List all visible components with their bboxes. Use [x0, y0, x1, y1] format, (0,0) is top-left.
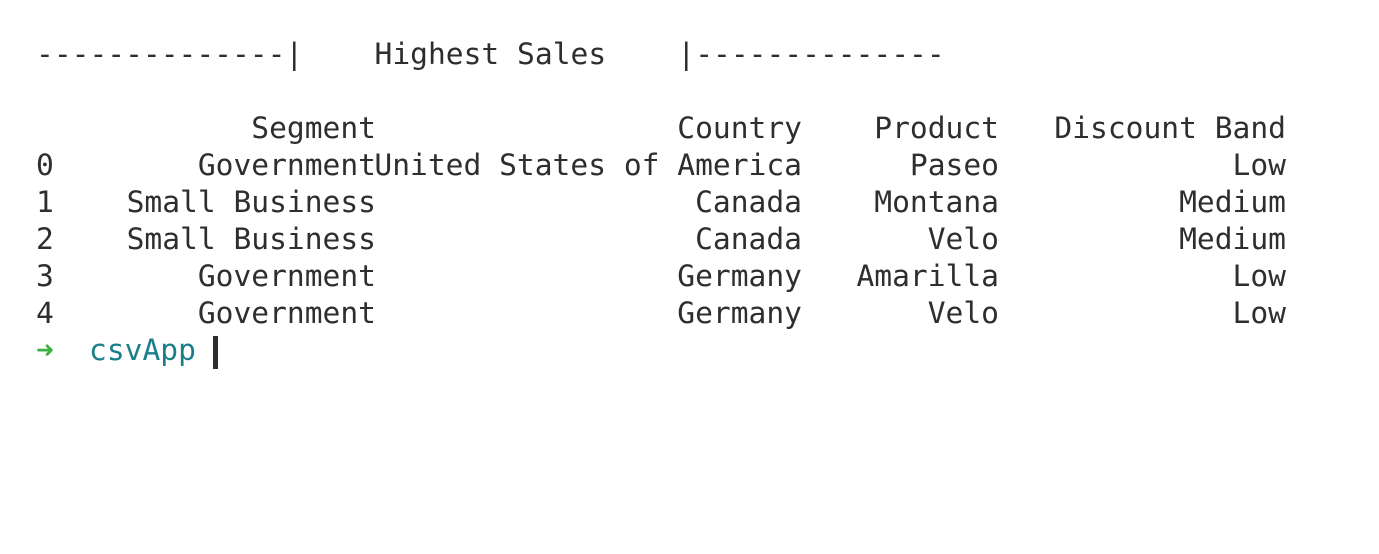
cell-discount-band: Medium: [1179, 185, 1286, 219]
cell-product: Velo: [927, 296, 999, 330]
cell-product: Montana: [874, 185, 999, 219]
cell-discount-band: Low: [1232, 296, 1286, 330]
cell-country: Germany: [677, 296, 802, 330]
cell-segment: Government: [197, 148, 376, 182]
cell-product: Velo: [927, 222, 999, 256]
header-country: Country: [677, 111, 802, 145]
table-header-row: Segment Country Product Discount Band: [36, 110, 1286, 147]
row-index: 4: [36, 296, 54, 330]
cell-country: Canada: [695, 222, 802, 256]
row-index: 2: [36, 222, 54, 256]
header-product: Product: [874, 111, 999, 145]
cell-discount-band: Low: [1232, 259, 1286, 293]
table-row: 2 Small Business Canada Velo Medium: [36, 221, 1286, 258]
table-row: 3 Government Germany Amarilla Low: [36, 258, 1286, 295]
cell-product: Amarilla: [856, 259, 999, 293]
row-index: 1: [36, 185, 54, 219]
cell-country: Canada: [695, 185, 802, 219]
table-row: 4 Government Germany Velo Low: [36, 295, 1286, 332]
text-cursor: [213, 336, 218, 369]
prompt-directory: csvApp: [89, 333, 196, 367]
table-row: 1 Small Business Canada Montana Medium: [36, 184, 1286, 221]
cell-segment: Small Business: [126, 185, 376, 219]
row-index: 3: [36, 259, 54, 293]
cell-segment: Government: [197, 259, 376, 293]
table-row: 0 Government United States of America Pa…: [36, 147, 1286, 184]
cell-discount-band: Low: [1232, 148, 1286, 182]
cell-segment: Small Business: [126, 222, 376, 256]
cell-product: Paseo: [909, 148, 999, 182]
header-segment: Segment: [251, 111, 376, 145]
cell-discount-band: Medium: [1179, 222, 1286, 256]
terminal-output: --------------| Highest Sales |---------…: [36, 30, 1379, 515]
cell-country: Germany: [677, 259, 802, 293]
section-banner: --------------| Highest Sales |---------…: [36, 37, 945, 71]
header-discount-band: Discount Band: [1054, 111, 1286, 145]
row-index: 0: [36, 148, 54, 182]
prompt-arrow-icon: ➜: [36, 333, 54, 367]
cell-country: United States of America: [374, 148, 802, 182]
cell-segment: Government: [197, 296, 376, 330]
command-prompt[interactable]: ➜ csvApp: [36, 332, 436, 369]
